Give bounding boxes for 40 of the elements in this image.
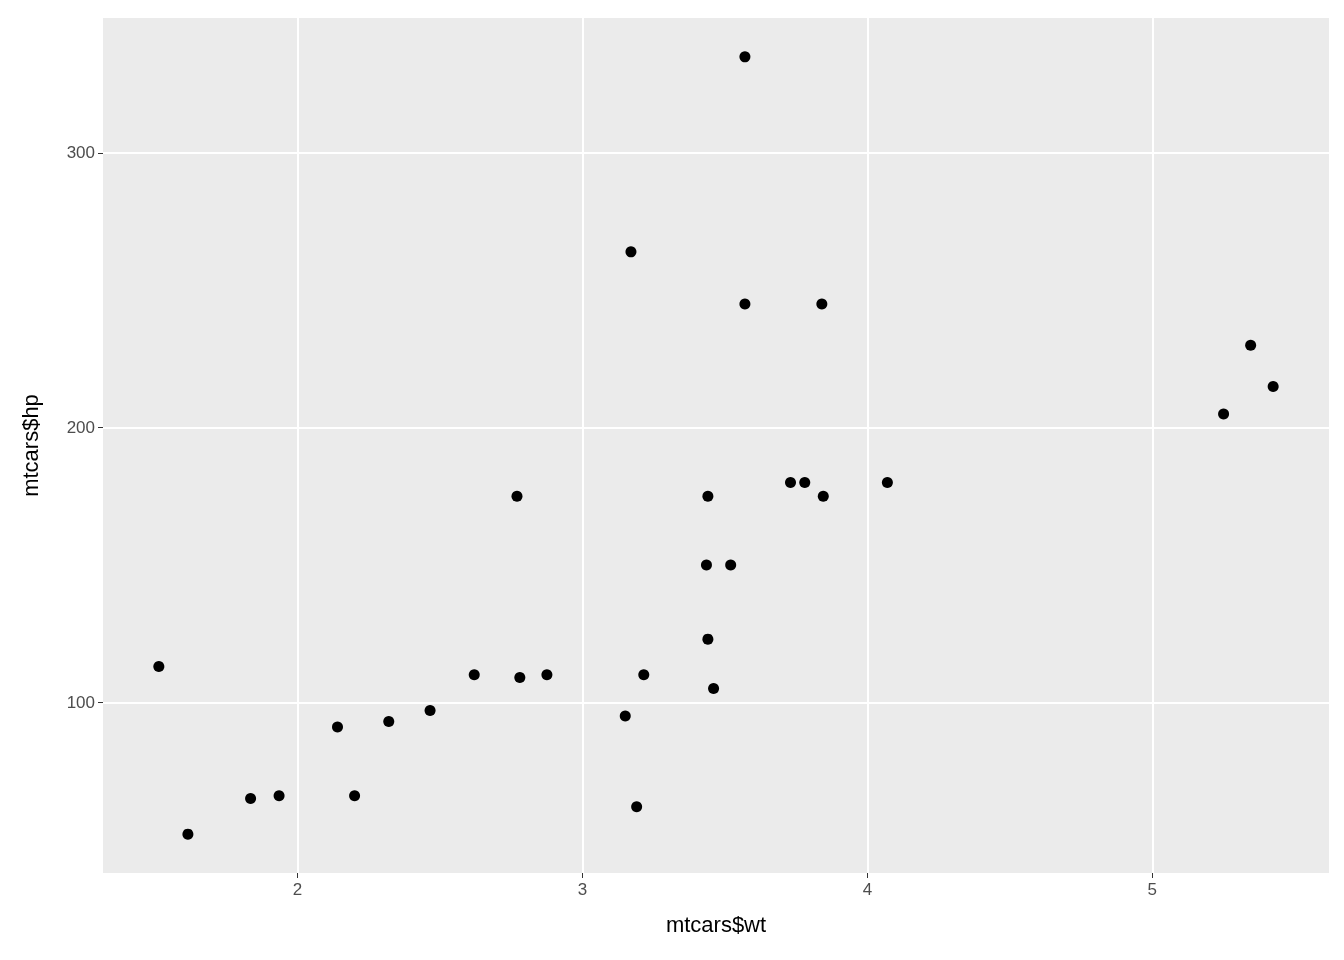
point [332, 721, 343, 733]
point [273, 790, 285, 802]
point [1245, 339, 1257, 351]
y-tick-label: 300 [66, 143, 95, 163]
x-axis-title: mtcars$wt [665, 911, 767, 937]
point [816, 298, 828, 310]
point [638, 669, 650, 681]
point [383, 716, 395, 728]
point [625, 246, 637, 258]
point [881, 477, 893, 489]
point [1218, 408, 1230, 420]
point [424, 705, 436, 717]
point [468, 669, 480, 681]
point [799, 477, 811, 489]
point [511, 490, 523, 502]
x-tick-label: 4 [862, 880, 873, 899]
y-axis-title: mtcars$hp [17, 394, 43, 497]
point [631, 801, 643, 813]
y-tick-label: 200 [66, 418, 95, 438]
point [182, 828, 194, 840]
point [619, 710, 631, 722]
x-tick-label: 3 [577, 880, 588, 899]
point [739, 51, 751, 63]
point [725, 559, 737, 571]
point [785, 477, 797, 489]
point [702, 633, 714, 645]
x-tick-label: 5 [1147, 880, 1158, 899]
point [514, 672, 526, 684]
point [817, 490, 829, 502]
point [245, 792, 257, 804]
point [708, 683, 720, 695]
point [541, 669, 553, 681]
point [1267, 380, 1279, 392]
point [153, 661, 165, 673]
point [739, 298, 751, 310]
point [702, 490, 714, 502]
y-tick-label: 100 [66, 692, 95, 712]
point [349, 790, 361, 802]
x-tick-label: 2 [292, 880, 303, 899]
point [700, 559, 712, 571]
